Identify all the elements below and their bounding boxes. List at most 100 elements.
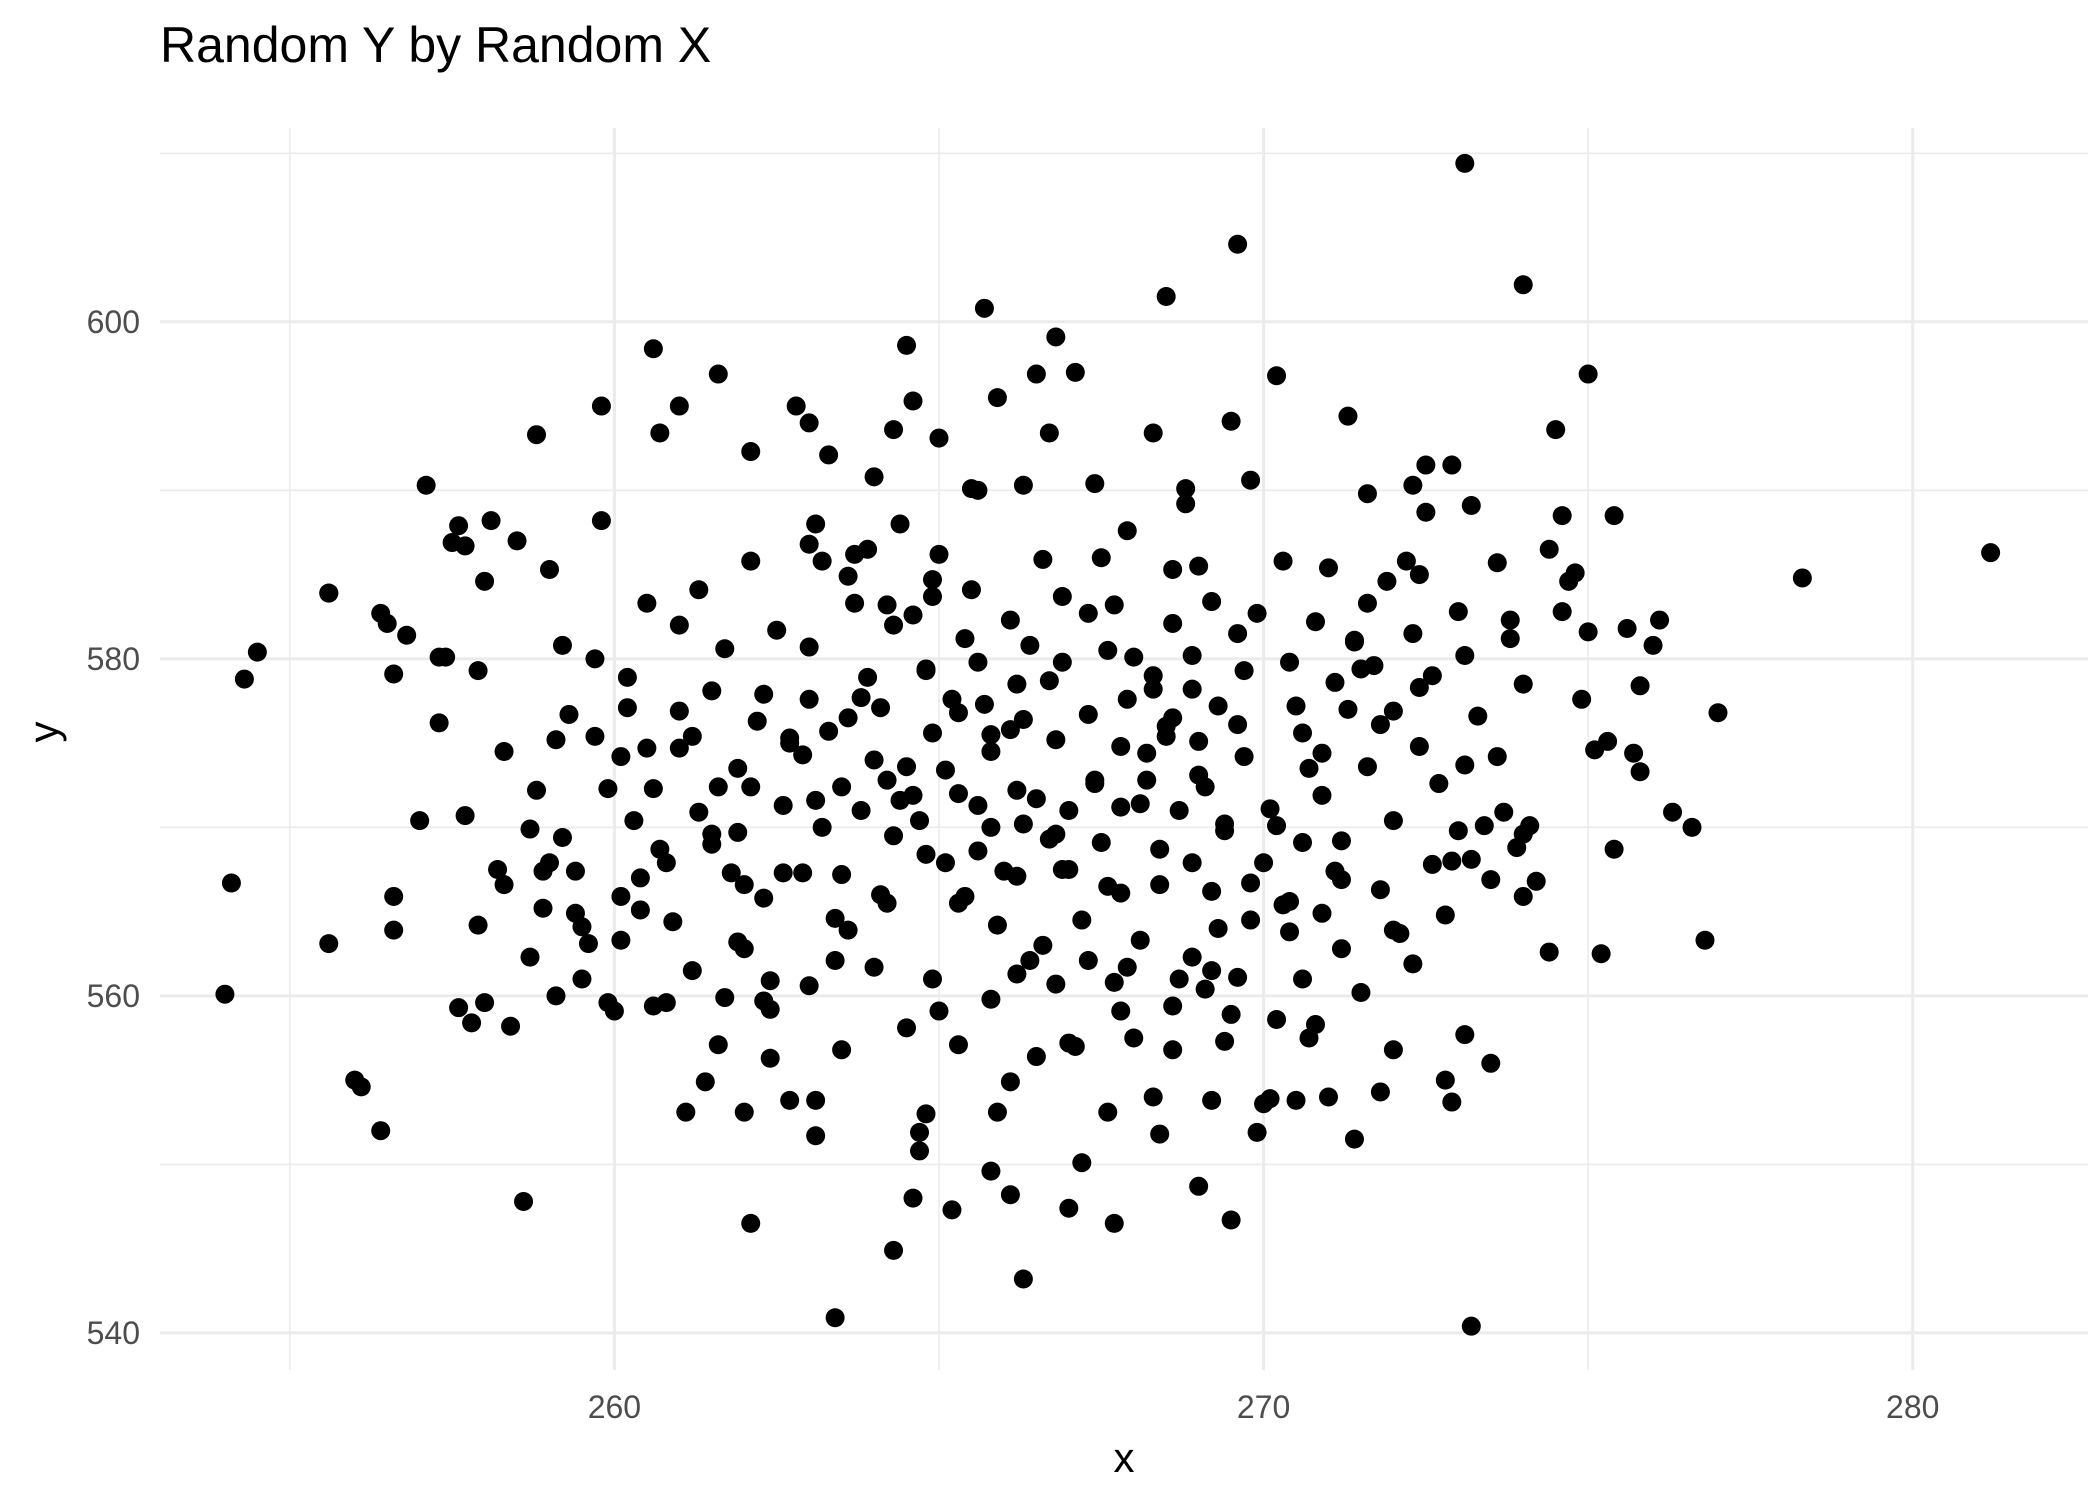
data-point	[987, 915, 1007, 935]
data-point	[968, 795, 988, 815]
data-point	[546, 730, 566, 750]
data-point	[754, 684, 774, 704]
data-point	[1481, 1053, 1501, 1073]
data-point	[1182, 947, 1202, 967]
data-point	[1552, 602, 1572, 622]
data-point	[1020, 950, 1040, 970]
data-point	[377, 613, 397, 633]
data-point	[1234, 747, 1254, 767]
data-point	[1143, 679, 1163, 699]
data-point	[695, 1072, 715, 1092]
data-point	[1422, 854, 1442, 874]
data-point	[1455, 1025, 1475, 1045]
data-point	[922, 586, 942, 606]
data-point	[1098, 1102, 1118, 1122]
data-point	[1000, 610, 1020, 630]
data-point	[1228, 715, 1248, 735]
data-point	[1604, 506, 1624, 526]
y-tick-label: 540	[87, 1315, 140, 1351]
data-point	[1176, 494, 1196, 514]
data-point	[520, 947, 540, 967]
data-point	[481, 511, 501, 531]
data-point	[1117, 521, 1137, 541]
data-point	[319, 583, 339, 603]
data-point	[1202, 1090, 1222, 1110]
data-point	[987, 388, 1007, 408]
x-tick-label: 260	[588, 1389, 641, 1425]
data-point	[1455, 645, 1475, 665]
data-point	[539, 560, 559, 580]
data-point	[1111, 1001, 1131, 1021]
data-point	[1331, 939, 1351, 959]
data-point	[1267, 1009, 1287, 1029]
data-point	[611, 930, 631, 950]
data-point	[1189, 556, 1209, 576]
data-point	[1078, 603, 1098, 623]
data-point	[1182, 679, 1202, 699]
data-point	[981, 742, 1001, 762]
data-point	[1565, 563, 1585, 583]
data-point	[449, 516, 469, 536]
data-point	[559, 704, 579, 724]
data-point	[1000, 1072, 1020, 1092]
data-point	[799, 534, 819, 554]
data-point	[1072, 1153, 1092, 1173]
data-point	[1357, 484, 1377, 504]
data-point	[1325, 672, 1345, 692]
data-point	[351, 1077, 371, 1097]
data-point	[903, 391, 923, 411]
data-point	[1039, 423, 1059, 443]
data-point	[1007, 964, 1027, 984]
data-point	[1026, 364, 1046, 384]
data-point	[1065, 1036, 1085, 1056]
data-point	[1468, 706, 1488, 726]
data-point	[1331, 831, 1351, 851]
data-point	[825, 908, 845, 928]
data-point	[1215, 1031, 1235, 1051]
data-point	[552, 827, 572, 847]
data-point	[1046, 327, 1066, 347]
data-point	[611, 886, 631, 906]
data-point	[384, 920, 404, 940]
data-point	[910, 811, 930, 831]
y-tick-label: 580	[87, 641, 140, 677]
data-point	[1293, 969, 1313, 989]
data-point	[1481, 870, 1501, 890]
data-point	[1130, 930, 1150, 950]
data-point	[1202, 881, 1222, 901]
data-point	[754, 888, 774, 908]
data-point	[637, 593, 657, 613]
data-point	[884, 826, 904, 846]
data-point	[819, 721, 839, 741]
data-point	[384, 886, 404, 906]
data-point	[715, 639, 735, 659]
data-point	[728, 758, 748, 778]
data-point	[1124, 1028, 1144, 1048]
data-point	[507, 531, 527, 551]
data-point	[864, 957, 884, 977]
data-point	[1189, 1176, 1209, 1196]
data-point	[884, 615, 904, 635]
data-point	[643, 779, 663, 799]
data-point	[410, 811, 430, 831]
data-point	[877, 595, 897, 615]
data-point	[572, 969, 592, 989]
data-point	[734, 875, 754, 895]
data-point	[1442, 455, 1462, 475]
data-point	[1189, 731, 1209, 751]
data-point	[897, 1018, 917, 1038]
data-point	[578, 934, 598, 954]
data-point	[539, 853, 559, 873]
data-point	[598, 779, 618, 799]
data-point	[1312, 785, 1332, 805]
data-point	[624, 811, 644, 831]
data-point	[1176, 479, 1196, 499]
data-point	[922, 723, 942, 743]
data-point	[812, 551, 832, 571]
data-point	[702, 681, 722, 701]
data-point	[494, 742, 514, 762]
data-point	[1416, 455, 1436, 475]
data-point	[1403, 954, 1423, 974]
data-point	[1299, 1028, 1319, 1048]
data-point	[1143, 666, 1163, 686]
